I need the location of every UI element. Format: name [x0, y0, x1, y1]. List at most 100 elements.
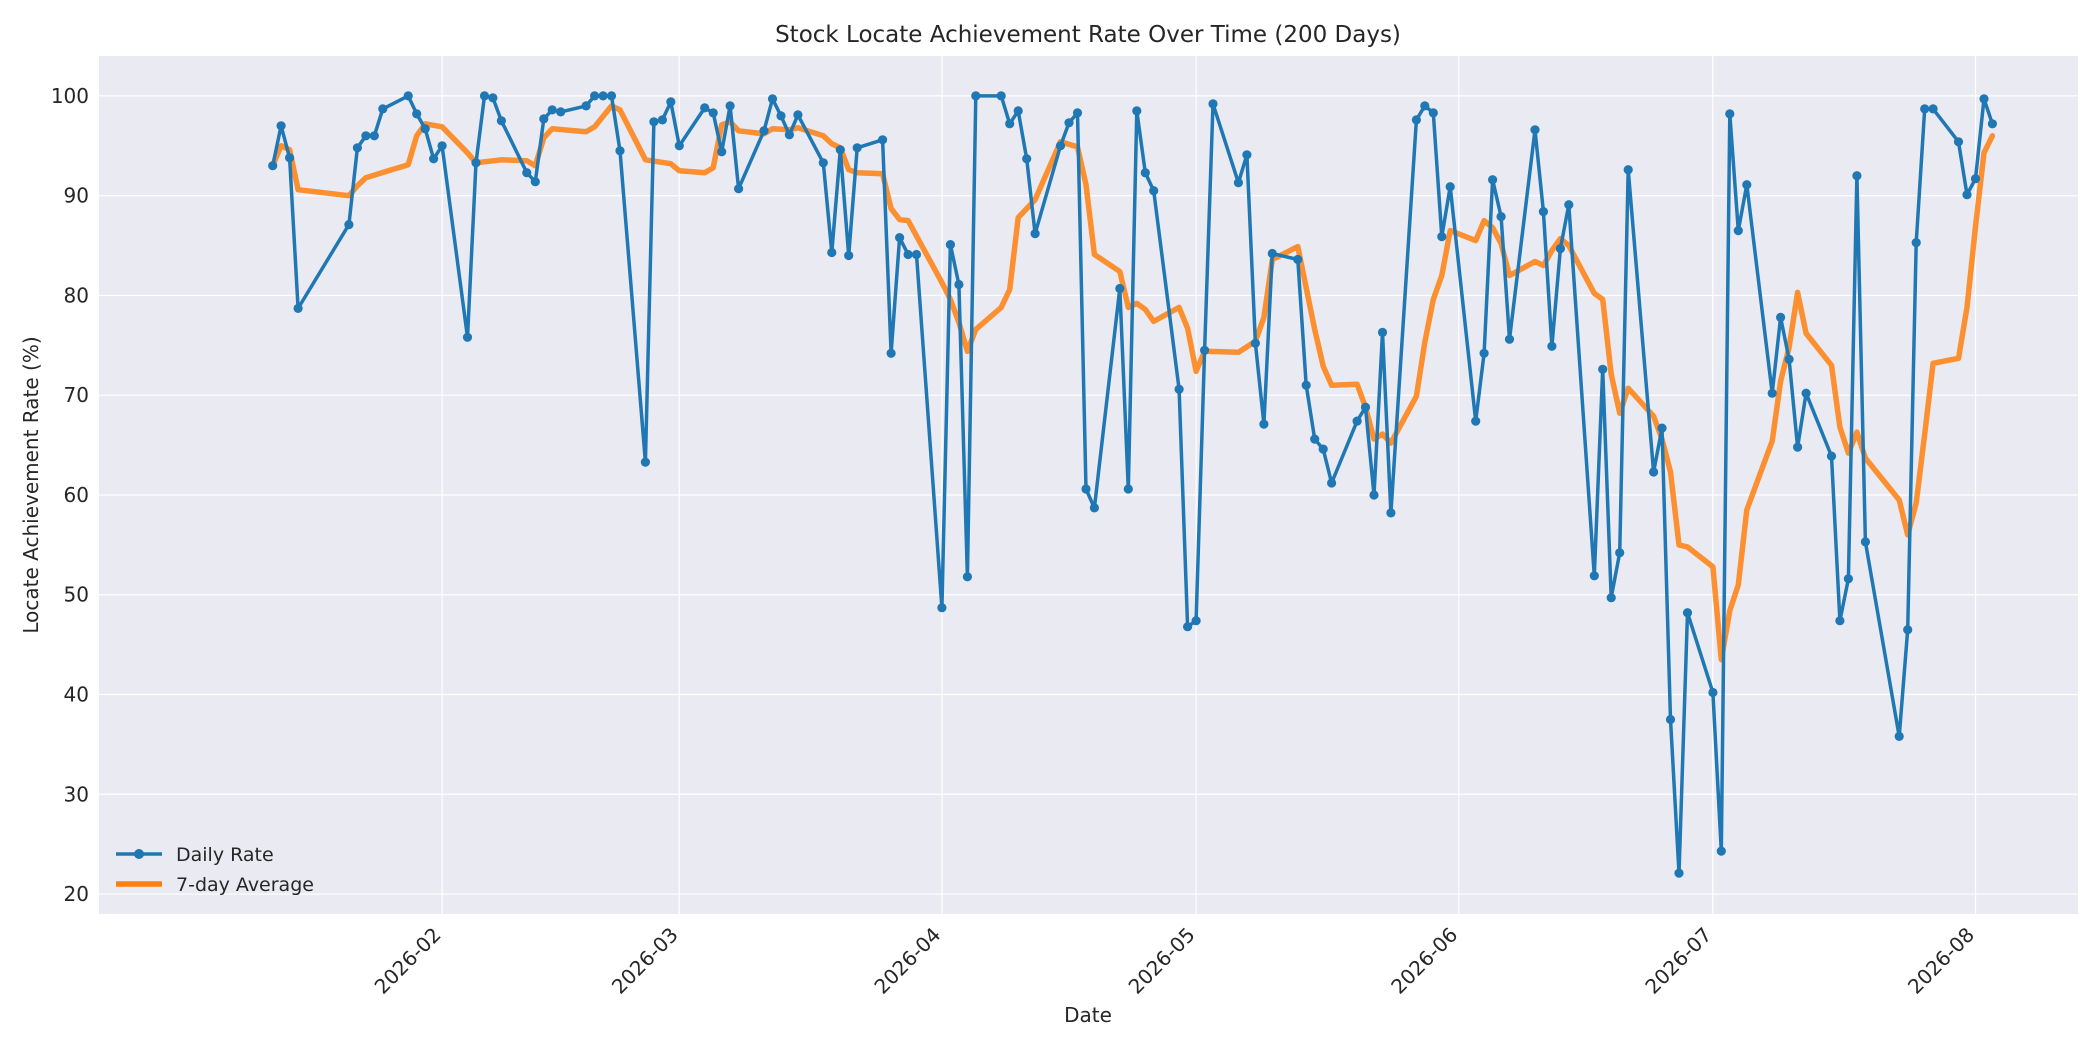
- data-point-daily-rate: [1767, 388, 1777, 398]
- data-point-daily-rate: [1979, 94, 1989, 104]
- data-point-daily-rate: [1208, 99, 1218, 109]
- data-point-daily-rate: [378, 104, 388, 114]
- data-point-daily-rate: [539, 114, 549, 124]
- data-point-daily-rate: [1733, 226, 1743, 236]
- y-tick-label: 90: [64, 184, 89, 208]
- data-point-daily-rate: [1301, 380, 1311, 390]
- data-point-daily-rate: [412, 109, 422, 119]
- data-point-daily-rate: [1233, 178, 1243, 188]
- data-point-daily-rate: [1377, 327, 1388, 337]
- data-point-daily-rate: [1801, 388, 1811, 398]
- data-point-daily-rate: [1970, 174, 1981, 184]
- data-point-daily-rate: [1386, 508, 1396, 518]
- y-tick-label: 100: [51, 84, 89, 108]
- y-tick-label: 30: [64, 782, 89, 806]
- data-point-daily-rate: [1564, 200, 1574, 210]
- data-point-daily-rate: [1445, 182, 1455, 192]
- legend-label-daily-rate: Daily Rate: [176, 844, 274, 866]
- data-point-daily-rate: [276, 121, 286, 131]
- data-point-daily-rate: [1327, 478, 1337, 488]
- data-point-daily-rate: [818, 158, 828, 168]
- data-point-daily-rate: [462, 332, 473, 342]
- data-point-daily-rate: [556, 107, 566, 117]
- data-point-daily-rate: [717, 147, 727, 157]
- data-point-daily-rate: [1843, 574, 1853, 584]
- data-point-daily-rate: [1191, 616, 1201, 626]
- data-point-daily-rate: [1310, 434, 1320, 444]
- data-point-daily-rate: [1784, 354, 1794, 364]
- data-point-daily-rate: [1200, 345, 1210, 355]
- data-point-daily-rate: [657, 115, 668, 125]
- data-point-daily-rate: [759, 126, 769, 136]
- data-point-daily-rate: [1055, 141, 1066, 151]
- data-point-daily-rate: [844, 250, 854, 261]
- data-point-daily-rate: [1555, 244, 1565, 254]
- data-point-daily-rate: [827, 247, 837, 258]
- data-point-daily-rate: [1022, 154, 1032, 164]
- x-axis-ticks: 2026-02 2026-03 2026-04 2026-05 2026-06 2026-…: [370, 923, 1979, 999]
- data-point-daily-rate: [835, 145, 845, 155]
- data-point-daily-rate: [293, 303, 303, 313]
- data-point-daily-rate: [649, 117, 659, 127]
- data-point-daily-rate: [598, 91, 608, 101]
- data-point-daily-rate: [1089, 503, 1099, 513]
- data-point-daily-rate: [1606, 593, 1616, 603]
- data-point-daily-rate: [1250, 338, 1260, 348]
- data-point-daily-rate: [1725, 109, 1735, 119]
- data-point-daily-rate: [878, 135, 888, 145]
- data-point-daily-rate: [996, 91, 1006, 101]
- data-point-daily-rate: [1826, 451, 1837, 461]
- data-point-daily-rate: [488, 93, 498, 103]
- data-point-daily-rate: [640, 457, 651, 467]
- data-point-daily-rate: [361, 131, 371, 141]
- data-point-daily-rate: [1589, 571, 1599, 581]
- data-point-daily-rate: [1479, 348, 1489, 358]
- data-point-daily-rate: [1149, 186, 1159, 196]
- data-point-daily-rate: [784, 130, 795, 140]
- data-point-daily-rate: [1115, 283, 1125, 294]
- y-axis-label: Locate Achievement Rate (%): [19, 336, 43, 633]
- data-point-daily-rate: [1615, 548, 1625, 558]
- data-point-daily-rate: [1665, 714, 1676, 725]
- data-point-daily-rate: [1360, 402, 1371, 412]
- data-point-daily-rate: [420, 124, 430, 134]
- y-tick-label: 40: [64, 683, 89, 707]
- data-point-daily-rate: [1005, 119, 1015, 129]
- data-point-daily-rate: [1903, 625, 1913, 635]
- data-point-daily-rate: [1132, 106, 1142, 116]
- data-point-daily-rate: [734, 184, 744, 194]
- data-point-daily-rate: [1242, 150, 1252, 160]
- data-point-daily-rate: [496, 116, 506, 126]
- data-point-daily-rate: [666, 97, 676, 107]
- data-point-daily-rate: [1716, 846, 1726, 856]
- data-point-daily-rate: [1860, 537, 1870, 547]
- data-point-daily-rate: [911, 249, 922, 260]
- data-point-daily-rate: [1352, 416, 1362, 426]
- legend-label-7-day-average: 7-day Average: [176, 874, 314, 896]
- data-point-daily-rate: [903, 249, 913, 260]
- data-point-daily-rate: [437, 141, 447, 151]
- data-point-daily-rate: [945, 240, 956, 250]
- data-point-daily-rate: [1267, 248, 1277, 259]
- data-point-daily-rate: [1623, 165, 1633, 175]
- y-tick-label: 50: [64, 583, 89, 607]
- data-point-daily-rate: [1174, 384, 1184, 394]
- data-point-daily-rate: [1682, 608, 1693, 618]
- legend-marker-daily-rate: [134, 849, 144, 859]
- data-point-daily-rate: [725, 101, 735, 111]
- data-point-daily-rate: [767, 94, 778, 104]
- legend: Daily Rate 7-day Average: [116, 844, 314, 896]
- data-point-daily-rate: [1911, 238, 1921, 248]
- x-tick-label: 2026-05: [1124, 923, 1200, 999]
- y-tick-label: 70: [64, 383, 89, 407]
- x-tick-label: 2026-08: [1903, 923, 1979, 999]
- y-tick-label: 20: [64, 882, 89, 906]
- data-point-daily-rate: [793, 110, 803, 120]
- data-point-daily-rate: [522, 168, 532, 178]
- data-point-daily-rate: [352, 143, 362, 153]
- data-point-daily-rate: [1835, 616, 1845, 626]
- data-point-daily-rate: [1081, 484, 1091, 494]
- y-axis-ticks: 20 30 40 50 60 70 80 90 100: [51, 84, 89, 906]
- data-point-daily-rate: [1064, 118, 1074, 128]
